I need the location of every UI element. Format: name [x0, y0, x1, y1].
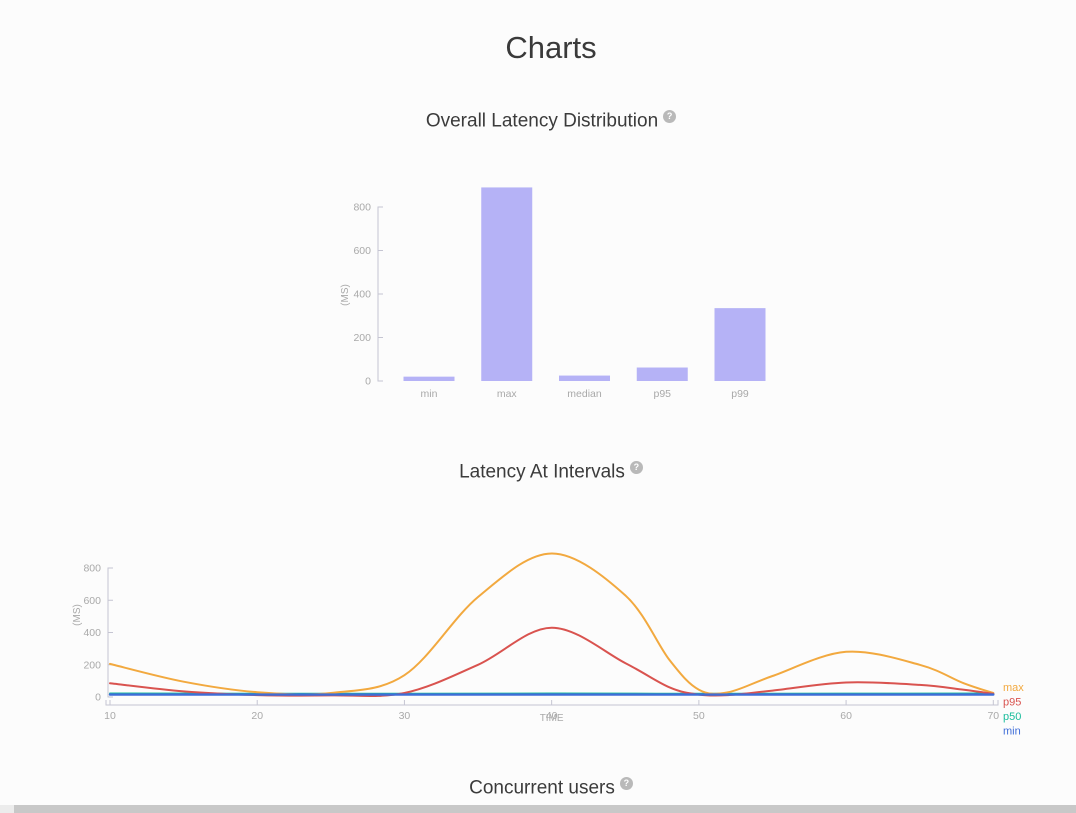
- x-category-label: min: [421, 388, 438, 400]
- section-title-overall-latency: Overall Latency Distribution?: [0, 110, 1076, 132]
- y-tick-label: 800: [83, 563, 101, 575]
- x-category-label: p99: [731, 388, 749, 400]
- bar-median[interactable]: [559, 375, 610, 381]
- x-category-label: p95: [653, 388, 671, 400]
- help-icon[interactable]: ?: [619, 777, 633, 790]
- y-axis-label: (MS): [72, 604, 83, 626]
- legend-label-p50[interactable]: p50: [1003, 711, 1021, 723]
- bar-min[interactable]: [403, 376, 455, 381]
- bar-p95[interactable]: [636, 367, 688, 381]
- overall-latency-title-text: Overall Latency Distribution: [425, 110, 659, 132]
- x-tick-label: 50: [693, 710, 705, 722]
- y-tick-label: 400: [353, 289, 371, 301]
- latency-intervals-title-text: Latency At Intervals: [459, 461, 625, 483]
- x-tick-label: 30: [399, 710, 411, 722]
- overall-latency-bar-chart: 0 200 400 600 800 (MS) min max median p95 p99: [340, 187, 766, 400]
- y-axis-label: (MS): [340, 284, 351, 306]
- legend-label-min[interactable]: min: [1003, 726, 1021, 738]
- y-tick-label: 200: [83, 659, 101, 671]
- section-title-latency-intervals: Latency At Intervals?: [0, 461, 1076, 483]
- legend-label-p95[interactable]: p95: [1003, 697, 1021, 709]
- page-title: Charts: [505, 30, 597, 65]
- y-tick-label: 0: [365, 376, 371, 388]
- section-title-concurrent-users: Concurrent users?: [0, 777, 1076, 799]
- x-category-label: median: [567, 388, 602, 400]
- latency-intervals-line-chart: 0 200 400 600 800 (MS) 10 20 30 40 50 60 70 TIME max p9…: [72, 552, 1024, 738]
- x-tick-label: 70: [987, 710, 999, 722]
- y-tick-label: 0: [95, 692, 101, 704]
- x-tick-label: 20: [251, 710, 263, 722]
- legend-label-max[interactable]: max: [1003, 682, 1024, 694]
- y-tick-label: 600: [353, 245, 371, 257]
- horizontal-scrollbar[interactable]: [0, 805, 1076, 813]
- bar-max[interactable]: [481, 187, 533, 381]
- x-axis-label: TIME: [540, 713, 564, 724]
- x-tick-label: 60: [840, 710, 852, 722]
- y-tick-label: 200: [353, 332, 371, 344]
- x-tick-label: 40: [546, 710, 558, 722]
- bar-p99[interactable]: [714, 308, 766, 381]
- help-icon[interactable]: ?: [663, 110, 677, 123]
- x-tick-label: 10: [104, 710, 116, 722]
- y-tick-label: 600: [83, 595, 101, 607]
- help-icon[interactable]: ?: [629, 461, 643, 474]
- y-tick-label: 400: [83, 627, 101, 639]
- horizontal-scrollbar-thumb[interactable]: [14, 805, 1076, 813]
- y-tick-label: 800: [353, 202, 371, 214]
- x-category-label: max: [497, 388, 518, 400]
- series-p95-line: [109, 626, 995, 697]
- series-max-line: [109, 552, 995, 696]
- concurrent-users-title-text: Concurrent users: [469, 777, 615, 799]
